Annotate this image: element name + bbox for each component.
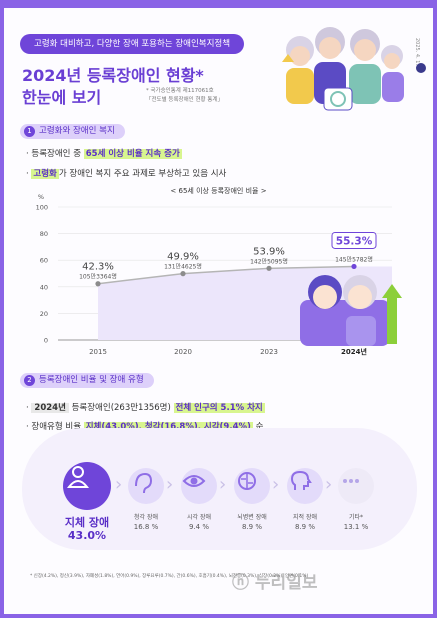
chevron-right-icon: › bbox=[219, 474, 227, 495]
section1-header: 1 고령화와 장애인 복지 bbox=[20, 124, 125, 139]
category-value: 9.4 % bbox=[188, 523, 209, 531]
category-name: 지적 장애 bbox=[293, 514, 317, 521]
watermark: ⓝ 누리일보 bbox=[232, 573, 318, 593]
section1-bullet1: · 등록장애인 중 65세 이상 비율 지속 증가 bbox=[26, 149, 182, 159]
y-tick-label: 60 bbox=[40, 257, 48, 265]
top-bar bbox=[0, 0, 437, 8]
category-value: 8.9 % bbox=[241, 523, 262, 531]
x-tick-label: 2024년 bbox=[341, 347, 367, 356]
data-point bbox=[95, 281, 101, 287]
count-label: 142만5095명 bbox=[250, 257, 288, 265]
x-tick-label: 2015 bbox=[89, 348, 107, 356]
year-box: 2024년 bbox=[31, 403, 69, 413]
y-tick-label: 100 bbox=[36, 204, 48, 212]
bullet4-text: 장애유형 비율 bbox=[31, 422, 84, 432]
data-point bbox=[351, 263, 357, 270]
count-label: 105만3364명 bbox=[79, 273, 117, 281]
section2-bullet2: · 장애유형 비율 지체(43.0%), 청각(16.8%), 시각(9.4%)… bbox=[26, 422, 264, 432]
data-label: 49.9% bbox=[167, 252, 199, 263]
data-point bbox=[180, 271, 186, 277]
section2-title: 등록장애인 비율 및 장애 유형 bbox=[39, 375, 144, 385]
bullet2-text: 가 장애인 복지 주요 과제로 부상하고 있음 시사 bbox=[58, 169, 227, 179]
data-label: 53.9% bbox=[253, 246, 285, 257]
section1-title: 고령화와 장애인 복지 bbox=[39, 126, 115, 136]
header-tag: 고령화 대비하고, 다양한 장애 포용하는 장애인복지정책 bbox=[20, 34, 245, 54]
category-name: 뇌병변 장애 bbox=[237, 514, 267, 521]
section2-bullet1: · 2024년 등록장애인(263만1356명) 전체 인구의 5.1% 차지 bbox=[26, 403, 265, 413]
bullet4-suffix: 순 bbox=[252, 422, 264, 432]
y-tick-label: 20 bbox=[40, 310, 48, 318]
publish-date: 2025. 4. 17. bbox=[414, 38, 420, 69]
chevron-right-icon: › bbox=[166, 474, 174, 495]
category-value: 16.8 % bbox=[133, 523, 159, 531]
bullet3-text: 등록장애인(263만1356명) bbox=[68, 403, 174, 413]
category-value: 8.9 % bbox=[294, 523, 315, 531]
bullet2-highlight: 고령화 bbox=[31, 169, 59, 179]
bullet3-highlight: 전체 인구의 5.1% 차지 bbox=[173, 403, 265, 413]
x-tick-label: 2020 bbox=[174, 348, 192, 356]
elderly-couple-illustration bbox=[300, 275, 390, 346]
page-subtitle: 한눈에 보기 bbox=[22, 88, 102, 107]
category-value: 13.1 % bbox=[343, 523, 369, 531]
category-icon-circle bbox=[181, 468, 217, 504]
page-title: 2024년 등록장애인 현황* bbox=[22, 66, 204, 85]
chevron-right-icon: › bbox=[272, 474, 280, 495]
bullet1-highlight: 65세 이상 비율 지속 증가 bbox=[83, 149, 182, 159]
category-icon-circle bbox=[63, 462, 111, 510]
category-name: 시각 장애 bbox=[187, 514, 211, 521]
category-icon-circle bbox=[287, 468, 323, 504]
category-icon-circle bbox=[234, 468, 270, 504]
category-name: 청각 장애 bbox=[134, 514, 158, 521]
bullet4-highlight: 지체(43.0%), 청각(16.8%), 시각(9.4%) bbox=[83, 422, 253, 432]
chart-title: < 65세 이상 등록장애인 비율 > bbox=[170, 187, 267, 195]
up-arrow-icon bbox=[382, 284, 402, 344]
count-label: 145만5782명 bbox=[335, 255, 373, 263]
source-note-2: 「전도별 등록장애인 현황 통계」 bbox=[146, 97, 223, 103]
chevron-right-icon: › bbox=[115, 474, 123, 495]
y-axis-label: % bbox=[38, 193, 44, 201]
data-point bbox=[266, 265, 272, 271]
y-tick-label: 40 bbox=[40, 283, 48, 291]
data-label: 42.3% bbox=[82, 262, 114, 273]
highlight-label-box bbox=[331, 231, 377, 249]
source-note-1: * 국가승인통계 제117061호 bbox=[146, 88, 214, 94]
data-label: 55.3% bbox=[336, 235, 373, 247]
category-name: 기타* bbox=[348, 514, 364, 521]
x-tick-label: 2023 bbox=[260, 348, 278, 356]
bullet1-text: 등록장애인 중 bbox=[31, 149, 84, 159]
y-tick-label: 0 bbox=[44, 337, 48, 345]
section1-number: 1 bbox=[24, 126, 35, 137]
y-tick-label: 80 bbox=[40, 230, 48, 238]
section1-bullet2: · 고령화 가 장애인 복지 주요 과제로 부상하고 있음 시사 bbox=[26, 169, 227, 179]
category-icon-circle bbox=[128, 468, 164, 504]
footnote: * 신장(4.2%), 정신(3.9%), 자폐성(1.8%), 언어(0.9%… bbox=[30, 574, 309, 579]
count-label: 131만4625명 bbox=[164, 263, 202, 271]
category-name: 지체 장애 bbox=[64, 516, 110, 529]
category-value: 43.0% bbox=[67, 529, 107, 542]
chevron-right-icon: › bbox=[325, 474, 333, 495]
section2-number: 2 bbox=[24, 375, 35, 386]
section2-header: 2 등록장애인 비율 및 장애 유형 bbox=[20, 373, 154, 388]
series-line bbox=[97, 265, 355, 285]
category-icon-circle bbox=[338, 468, 374, 504]
